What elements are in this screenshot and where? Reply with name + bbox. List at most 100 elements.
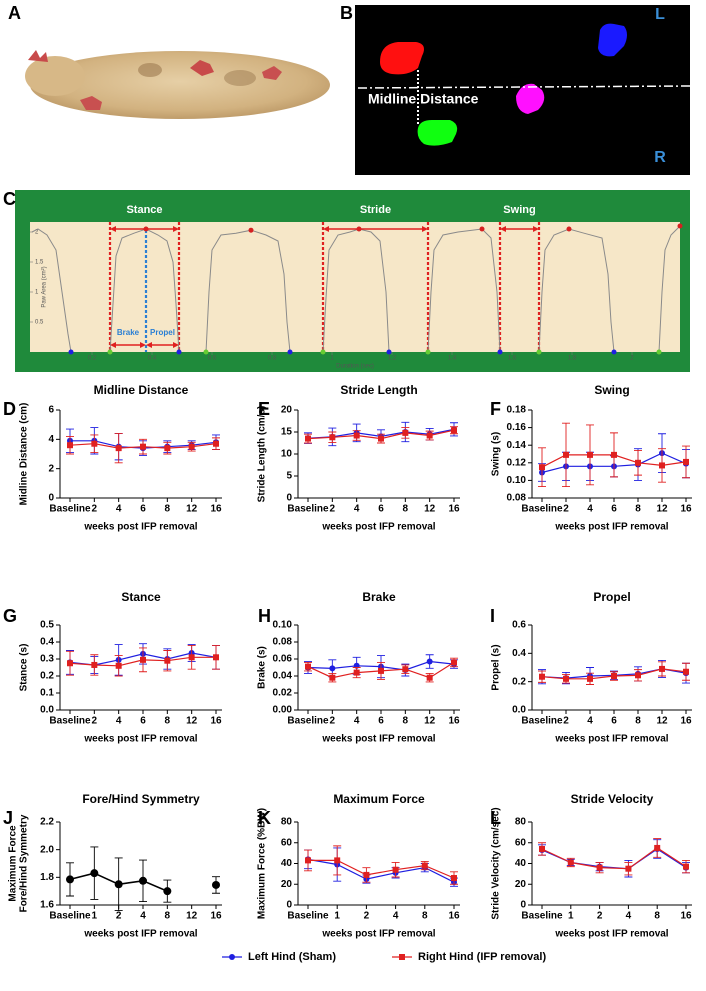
data-point	[451, 875, 457, 882]
y-tick-label: 40	[515, 858, 527, 869]
data-point	[611, 451, 617, 458]
y-tick-label: 6	[48, 405, 54, 416]
chart-title: Brake	[362, 590, 396, 604]
panel-letter: H	[258, 606, 271, 626]
event-marker	[566, 226, 572, 232]
panel-letter: K	[258, 808, 271, 828]
data-point	[140, 656, 146, 663]
y-tick-label: 0.04	[273, 671, 293, 682]
x-axis-label: weeks post IFP removal	[321, 522, 435, 533]
data-point	[683, 863, 689, 870]
phase-label: Swing	[503, 204, 535, 216]
x-tick-label: 2	[364, 911, 370, 922]
event-marker	[656, 349, 662, 355]
x-tick-label: 16	[448, 716, 460, 727]
x-tick-label: 6	[140, 716, 146, 727]
data-point	[353, 669, 360, 676]
x-tick-label: 12	[186, 911, 198, 922]
data-point	[115, 445, 122, 452]
x-tick-label: 1.4	[448, 356, 457, 362]
y-tick-label: 0.10	[273, 620, 293, 631]
x-tick-label: Baseline	[49, 504, 91, 515]
data-point	[451, 659, 457, 666]
data-point	[140, 443, 146, 450]
event-marker	[425, 349, 431, 355]
y-tick-label: 0	[286, 493, 292, 504]
x-axis-label: weeks post IFP removal	[83, 734, 197, 745]
x-tick-label: 6	[378, 716, 384, 727]
y-tick-label: 0.4	[40, 637, 54, 648]
y-tick-label: 2	[48, 463, 54, 474]
data-point	[563, 451, 569, 458]
x-tick-label: 1	[334, 911, 340, 922]
x-tick-label: Baseline	[521, 504, 563, 515]
sub-label: Propel	[150, 328, 175, 337]
data-point	[305, 857, 311, 864]
data-point	[114, 880, 123, 889]
event-marker	[386, 349, 392, 355]
x-tick-label: 6	[611, 504, 617, 515]
x-tick-label: 12	[186, 504, 198, 515]
x-tick-label: 0.6	[208, 356, 217, 362]
chart-title: Stride Length	[340, 383, 417, 397]
panel-a-image	[25, 50, 330, 119]
data-point	[163, 887, 172, 896]
data-point	[212, 880, 220, 889]
x-axis-label: weeks post IFP removal	[554, 734, 668, 745]
y-axis-label: Fore/Hind Symmetry	[19, 814, 30, 912]
x-tick-label: 1.2	[388, 356, 397, 362]
series-line	[307, 858, 455, 883]
y-tick-label: 1.5	[35, 260, 44, 266]
x-tick-label: 8	[403, 716, 409, 727]
y-tick-label: 0.10	[507, 475, 527, 486]
data-point	[213, 654, 219, 661]
y-tick-label: 0.5	[35, 320, 44, 326]
event-marker	[536, 349, 542, 355]
x-tick-label: 2	[563, 716, 569, 727]
x-axis-label: weeks post IFP removal	[83, 929, 197, 940]
data-point	[188, 443, 195, 450]
y-tick-label: 0	[286, 900, 292, 911]
panel-letter: B	[340, 3, 353, 23]
data-point	[213, 440, 219, 447]
legend-label: Right Hind (IFP removal)	[418, 951, 546, 963]
data-point	[426, 658, 433, 665]
x-tick-label: 1	[330, 356, 334, 362]
y-tick-label: 5	[286, 471, 292, 482]
data-point	[587, 675, 593, 682]
panel-letter: A	[8, 3, 21, 23]
event-marker	[479, 226, 485, 232]
y-tick-label: 0.16	[507, 422, 527, 433]
x-tick-label: 2	[563, 504, 569, 515]
data-point	[451, 427, 457, 434]
x-tick-label: Baseline	[287, 911, 329, 922]
data-point	[164, 657, 171, 664]
event-marker	[611, 349, 617, 355]
x-tick-label: 8	[165, 504, 171, 515]
y-tick-label: 1.8	[40, 872, 54, 883]
data-point	[659, 665, 665, 672]
left-label: L	[655, 6, 665, 23]
data-point	[329, 434, 336, 441]
x-tick-label: 0.4	[148, 356, 157, 362]
y-tick-label: 0.0	[512, 705, 526, 716]
y-tick-label: 0.0	[40, 705, 54, 716]
x-tick-label: 1.6	[508, 356, 517, 362]
y-axis-label: Stance (s)	[19, 644, 30, 692]
y-tick-label: 1	[35, 290, 39, 296]
x-tick-label: 6	[140, 504, 146, 515]
event-marker	[203, 349, 209, 355]
data-point	[539, 845, 545, 852]
series-line	[308, 859, 455, 879]
plot-area	[30, 222, 680, 352]
event-marker	[107, 349, 113, 355]
data-point	[659, 462, 665, 469]
legend-marker	[229, 954, 235, 960]
y-tick-label: 0.3	[40, 654, 54, 665]
panel-letter: I	[490, 606, 495, 626]
x-axis-label: weeks post IFP removal	[83, 522, 197, 533]
data-point	[402, 666, 409, 673]
x-tick-label: 2	[597, 911, 603, 922]
data-point	[654, 844, 661, 851]
